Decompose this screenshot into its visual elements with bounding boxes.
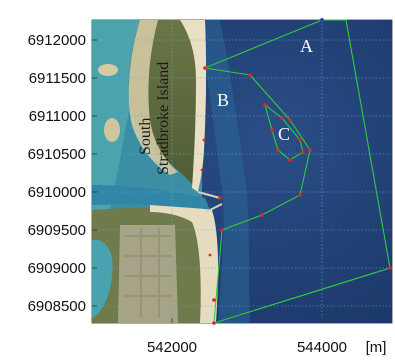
- mesh-nodes: [200, 66, 392, 325]
- domain-boundaries: [204, 19, 391, 324]
- seaway-channel: [92, 185, 210, 210]
- island-beach: [180, 20, 207, 192]
- north-breakwater: [197, 191, 221, 199]
- mainland-beach: [150, 205, 219, 323]
- island-label: South Stradbroke Island: [137, 62, 172, 175]
- corner-node: [320, 18, 324, 22]
- y-tick-label: 6909500: [28, 222, 86, 239]
- bay-shallows: [92, 20, 150, 270]
- y-tick-label: 6912000: [28, 32, 86, 49]
- y-tick-label: 6910500: [28, 146, 86, 163]
- boundary-b: [204, 67, 311, 324]
- boundary-c: [264, 103, 304, 161]
- y-tick-label: 6908500: [28, 298, 86, 315]
- island-label-line2: Stradbroke Island: [155, 62, 172, 175]
- x-tick-label: 544000: [297, 339, 347, 356]
- boundary-a: [204, 19, 391, 324]
- urban-grid: [125, 228, 171, 318]
- satellite-image: [92, 20, 392, 323]
- y-tick-label: 6910000: [28, 184, 86, 201]
- x-tick-label: 542000: [147, 339, 197, 356]
- zone-label-c: C: [278, 124, 290, 144]
- sandbar: [98, 64, 118, 76]
- south-breakwater: [205, 203, 223, 213]
- sandbar: [104, 118, 120, 142]
- x-axis-labels: 542000 544000 [m]: [147, 339, 386, 356]
- y-tick-label: 6909000: [28, 260, 86, 277]
- x-axis-unit: [m]: [366, 339, 387, 356]
- y-tick-label: 6911000: [29, 108, 86, 125]
- y-tick-label: 6911500: [29, 70, 86, 87]
- zone-label-a: A: [300, 36, 313, 56]
- zone-label-b: B: [217, 90, 229, 110]
- island-sand-west: [128, 20, 178, 175]
- urban-area: [118, 225, 178, 323]
- grid: [92, 20, 392, 323]
- lagoon: [92, 239, 113, 318]
- ticks: [92, 39, 323, 323]
- y-axis-labels: 6912000 6911500 6911000 6910500 6910000 …: [28, 32, 86, 315]
- shallow-band: [196, 20, 250, 323]
- island-label-line1: South: [137, 118, 154, 155]
